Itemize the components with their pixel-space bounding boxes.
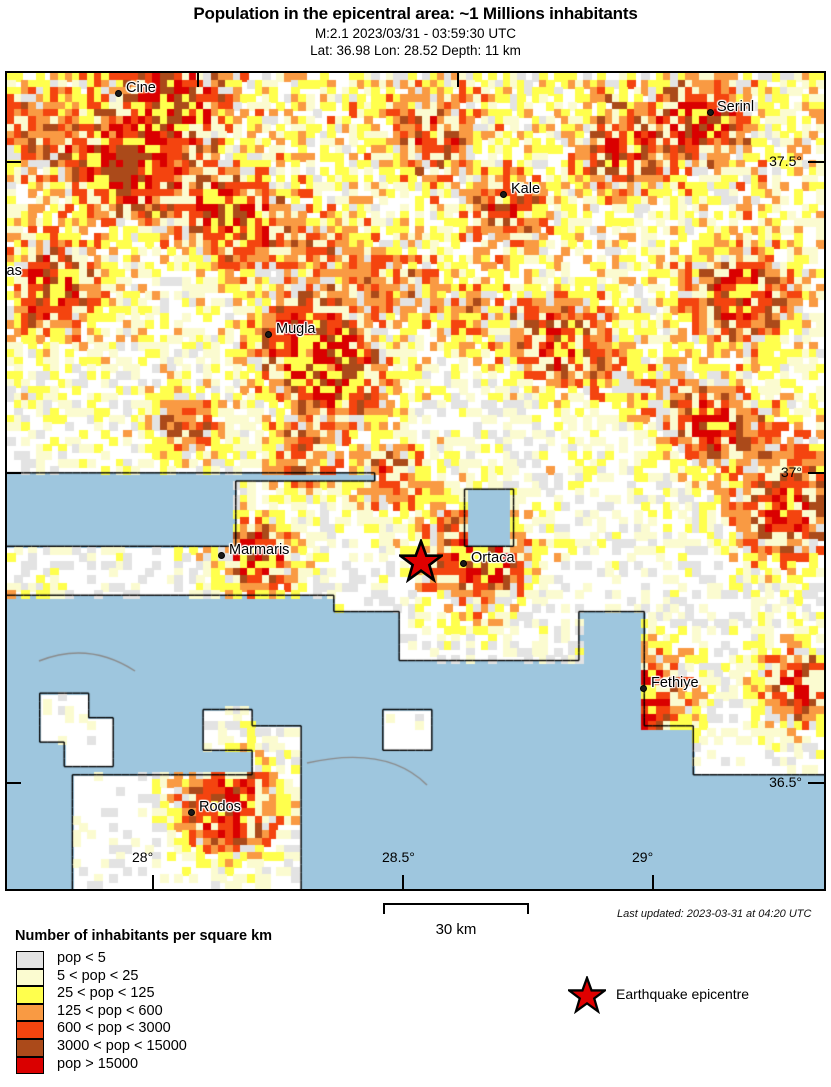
- city-name-label: Fethiye: [651, 675, 699, 691]
- longitude-tick-label: 28°: [132, 849, 154, 865]
- scale-bar: 30 km: [383, 903, 529, 938]
- city-dot-icon: [640, 685, 647, 692]
- map-edge-tick: [197, 73, 199, 87]
- legend-color-swatch: [16, 986, 44, 1004]
- longitude-tick-mark: [402, 875, 404, 889]
- legend-range-label: pop < 5: [57, 950, 106, 966]
- legend-range-label: 3000 < pop < 15000: [57, 1037, 187, 1054]
- latitude-tick-mark: [808, 782, 824, 784]
- map-edge-tick: [457, 73, 459, 87]
- legend-color-swatch: [16, 1003, 44, 1022]
- city-name-label: Mugla: [276, 321, 316, 337]
- latitude-tick-label: 37°: [780, 464, 802, 480]
- longitude-tick-mark: [652, 875, 654, 889]
- city-name-label: Cine: [126, 80, 156, 96]
- map-edge-tick: [7, 472, 21, 474]
- event-location-depth: Lat: 36.98 Lon: 28.52 Depth: 11 km: [310, 43, 521, 58]
- city-dot-icon: [460, 560, 467, 567]
- city-name-label: Milas: [5, 263, 22, 279]
- event-magnitude-time: M:2.1 2023/03/31 - 03:59:30 UTC: [314, 26, 517, 41]
- scale-bar-label: 30 km: [435, 921, 477, 938]
- city-name-label: Kale: [511, 181, 541, 197]
- city-name-label: Rodos: [199, 799, 241, 815]
- longitude-tick-label: 28.5°: [382, 849, 415, 865]
- legend-range-label: 125 < pop < 600: [57, 1002, 163, 1019]
- legend-color-swatch: [16, 951, 44, 969]
- legend-range-label: 25 < pop < 125: [57, 985, 155, 1002]
- city-name-label: Serinl: [717, 99, 755, 115]
- city-dot-icon: [115, 90, 122, 97]
- population-density-heatmap[interactable]: [7, 73, 824, 889]
- title-block: Population in the epicentral area: ~1 Mi…: [0, 0, 831, 59]
- latitude-tick-mark: [808, 472, 824, 474]
- city-name-label: Marmaris: [229, 542, 290, 558]
- longitude-tick-label: 29°: [632, 849, 654, 865]
- page-title: Population in the epicentral area: ~1 Mi…: [193, 4, 638, 23]
- latitude-tick-label: 37.5°: [769, 153, 802, 169]
- city-dot-icon: [218, 552, 225, 559]
- city-dot-icon: [707, 109, 714, 116]
- legend-range-label: pop > 15000: [57, 1055, 139, 1072]
- last-updated-text: Last updated: 2023-03-31 at 04:20 UTC: [617, 908, 812, 920]
- latitude-tick-label: 36.5°: [769, 774, 802, 790]
- legend-color-swatch: [16, 968, 44, 987]
- map-edge-tick: [7, 161, 21, 163]
- latitude-tick-mark: [808, 161, 824, 163]
- epicentre-legend-star-icon: [568, 976, 606, 1014]
- earthquake-epicentre-star-icon: [399, 539, 443, 583]
- longitude-tick-mark: [152, 875, 154, 889]
- scale-bar-line: [383, 903, 529, 914]
- legend-range-label: 5 < pop < 25: [57, 967, 139, 984]
- city-dot-icon: [188, 809, 195, 816]
- legend-color-swatch: [16, 1038, 44, 1057]
- legend-range-label: 600 < pop < 3000: [57, 1020, 171, 1037]
- legend-title: Number of inhabitants per square km: [15, 928, 273, 944]
- epicentre-legend-label: Earthquake epicentre: [616, 986, 750, 1002]
- map-frame[interactable]: 37.5° 37° 36.5° 28° 28.5° 29° Cine Serinl Kale M…: [5, 71, 826, 891]
- city-dot-icon: [500, 191, 507, 198]
- city-name-label: Ortaca: [471, 550, 515, 566]
- map-edge-tick: [7, 782, 21, 784]
- legend-color-swatch: [16, 1021, 44, 1039]
- city-dot-icon: [265, 331, 272, 338]
- legend-color-swatch: [16, 1056, 44, 1075]
